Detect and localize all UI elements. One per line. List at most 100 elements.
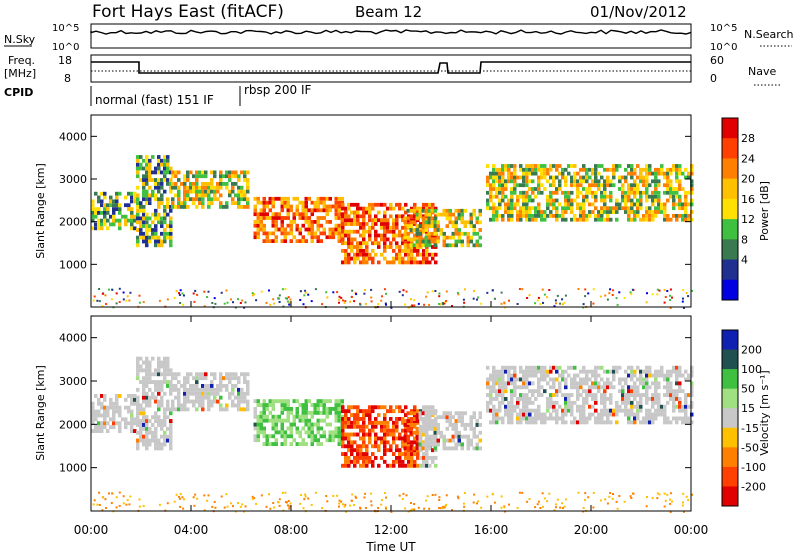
power-cell [198, 201, 202, 205]
power-cell [576, 217, 580, 222]
power-cell [368, 214, 372, 219]
power-cell [423, 303, 426, 306]
power-cell [328, 231, 332, 236]
power-cell [94, 214, 98, 219]
velocity-cell [413, 409, 417, 414]
power-cell [428, 202, 432, 207]
power-cell [684, 214, 688, 218]
velocity-cell [425, 436, 429, 441]
velocity-cell [377, 507, 380, 509]
power-cell [463, 208, 467, 213]
velocity-cell [543, 389, 547, 394]
velocity-cell [136, 419, 140, 423]
velocity-cell [124, 421, 128, 426]
velocity-cell [633, 385, 637, 390]
power-cell [228, 174, 232, 179]
power-cell [478, 235, 482, 240]
power-cell [528, 214, 532, 218]
power-cell [463, 224, 467, 228]
velocity-cell [371, 428, 375, 433]
power-cell [457, 293, 460, 296]
velocity-cell [207, 395, 211, 400]
power-cell [163, 235, 167, 240]
power-cell [519, 167, 523, 172]
velocity-cell [383, 424, 387, 429]
velocity-cell [154, 426, 158, 431]
power-cell [169, 208, 173, 213]
power-cell [268, 208, 272, 213]
power-cell [139, 155, 143, 159]
power-cell [442, 235, 446, 240]
power-cell [289, 220, 293, 224]
velocity-cell [427, 434, 431, 439]
velocity-cell [277, 500, 280, 503]
velocity-cell [151, 430, 155, 435]
velocity-cell [501, 385, 505, 390]
power-cell [633, 210, 637, 214]
power-cell [486, 175, 490, 180]
power-cell [457, 239, 461, 244]
velocity-cell [657, 373, 661, 378]
velocity-cell [522, 408, 526, 413]
power-cell [486, 183, 490, 188]
velocity-cell [540, 416, 544, 421]
velocity-cell [334, 430, 338, 435]
velocity-cell [228, 376, 232, 381]
power-cell [669, 194, 673, 199]
power-cell [319, 231, 323, 236]
power-cell [570, 217, 574, 222]
velocity-cell [265, 403, 269, 407]
power-cell [537, 214, 541, 218]
velocity-cell [537, 412, 541, 417]
velocity-cell [145, 399, 149, 404]
velocity-cell [486, 365, 490, 370]
power-cell [92, 299, 95, 302]
velocity-ytick-label-1: 2000 [59, 418, 87, 431]
velocity-cell [93, 499, 96, 502]
power-cell [401, 294, 404, 297]
power-cell [286, 223, 290, 228]
power-cell [666, 167, 670, 172]
velocity-cell [310, 422, 314, 427]
velocity-cell [151, 438, 155, 443]
velocity-cell [418, 434, 422, 439]
power-cell [582, 202, 586, 207]
velocity-cell [255, 503, 258, 505]
power-cell [427, 239, 431, 244]
power-cell [136, 185, 140, 190]
velocity-cell [377, 444, 381, 449]
power-cell [304, 220, 308, 224]
power-cell [106, 226, 110, 231]
velocity-cell [510, 377, 514, 382]
power-cell [286, 204, 290, 209]
velocity-cell [687, 498, 690, 501]
power-cell [498, 202, 502, 207]
power-cell [139, 208, 143, 213]
velocity-cell [579, 393, 583, 397]
velocity-cell [225, 403, 229, 408]
velocity-cell [690, 385, 694, 390]
power-cell [377, 245, 381, 249]
velocity-cell [228, 395, 232, 400]
power-cell [301, 200, 305, 205]
velocity-cell [553, 509, 556, 512]
velocity-cell [304, 407, 308, 411]
power-cell [570, 179, 574, 184]
velocity-cell [395, 420, 399, 425]
power-cell [181, 292, 184, 295]
power-cell [344, 218, 348, 223]
power-colorbar-tick: 20 [741, 173, 755, 186]
velocity-cell [154, 419, 158, 423]
velocity-cell [558, 389, 562, 394]
power-cell [651, 194, 655, 199]
power-cell [648, 194, 652, 199]
velocity-cell [171, 372, 175, 377]
velocity-cell [597, 365, 601, 370]
power-cell [316, 204, 320, 209]
power-cell [154, 224, 158, 228]
power-cell [434, 252, 438, 257]
velocity-cell [271, 442, 275, 446]
power-cell [582, 303, 585, 306]
velocity-cell [350, 432, 354, 437]
power-cell [103, 222, 107, 227]
